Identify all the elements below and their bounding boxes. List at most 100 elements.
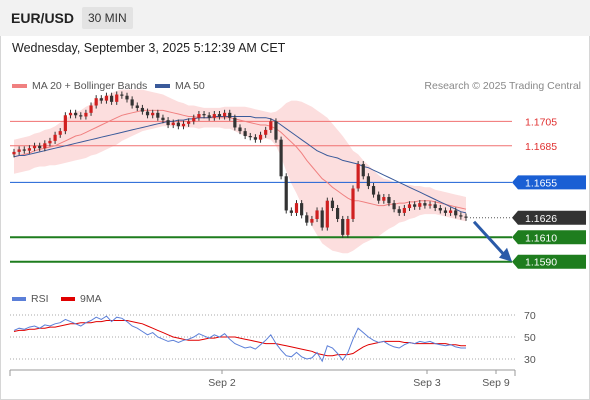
candle-body [125,95,129,100]
candle-body [243,131,247,137]
candle-body [27,148,32,151]
ma20-swatch [12,84,27,89]
candle-body [346,218,350,235]
candle-body [253,137,258,140]
rsi-swatch [12,297,26,302]
ma50-line [13,116,467,214]
x-tick-label: Sep 2 [208,377,236,389]
candle-body [130,99,134,106]
candle-body [366,176,371,187]
candle-body [428,204,432,206]
candle-body [418,203,422,207]
candle-body [109,95,114,102]
candle-body [356,164,360,189]
chart-header: EUR/USD 30 MIN [0,0,590,36]
candle-body [264,129,268,135]
bollinger-band [14,89,466,254]
candle-body [233,117,237,128]
legend-ma50: MA 50 [155,80,205,92]
candle-body [413,204,417,207]
candle-body [315,210,319,219]
candle-body [140,107,145,112]
ma50-label: MA 50 [175,80,205,92]
candle-body [74,112,78,116]
ma20-label: MA 20 + Bollinger Bands [32,80,148,92]
legend-ma20: MA 20 + Bollinger Bands [12,80,147,92]
rsi-tick-label: 30 [524,354,536,366]
candle-body [156,112,160,118]
candle-body [248,136,252,138]
candle-body [22,149,26,151]
candle-body [212,114,216,118]
candle-body [459,215,463,217]
9ma-label: 9MA [80,293,102,305]
legend-9ma: 9MA [61,293,102,305]
candle-body [371,186,376,195]
candle-body [382,197,386,201]
rsi-label: RSI [31,293,49,305]
candle-body [217,114,222,117]
candle-body [438,208,442,211]
candle-body [392,203,396,210]
candle-body [294,203,299,213]
candle-body [192,117,196,122]
candle-body [99,98,103,101]
rsi-line [13,315,466,363]
candle-body [104,95,109,101]
candle-body [341,218,345,235]
candle-body [284,176,288,211]
symbol-label: EUR/USD [11,10,75,26]
candle-body [120,94,124,96]
9ma-swatch [61,297,75,302]
candle-body [48,140,52,144]
candle-body [12,151,16,155]
candle-body [43,143,47,149]
timestamp: Wednesday, September 3, 2025 5:12:39 AM … [12,41,286,55]
candle-body [377,194,381,201]
forecast-arrow-shaft [472,220,506,256]
candle-body [335,208,340,219]
candle-body [300,203,304,216]
candle-body [330,200,335,209]
research-credit: Research © 2025 Trading Central [424,80,581,92]
candle-body [63,115,67,132]
candle-body [187,121,191,124]
timeframe-button[interactable]: 30 MIN [82,7,133,29]
candle-body [166,120,170,126]
candle-body [397,209,401,213]
candle-body [448,210,453,213]
candle-body [289,210,293,213]
level-badge [512,175,586,190]
candle-body [361,164,365,177]
level-badge [512,254,586,269]
ma20-line [13,109,467,210]
candle-body [387,197,391,204]
candle-body [145,111,150,116]
candle-body [407,204,412,209]
candle-body [454,210,458,216]
candle-body [402,208,406,213]
candle-body [181,123,186,127]
candle-body [258,134,263,140]
candle-body [423,203,427,206]
candle-body [351,188,355,219]
candle-body [94,98,98,106]
rsi-9ma-line [13,320,466,357]
candle-body [464,216,468,218]
candle-body [443,210,448,213]
candle-body [310,218,314,223]
rsi-tick-label: 70 [524,310,536,322]
legend-rsi: RSI [12,293,49,305]
candle-body [84,112,88,117]
x-tick-label: Sep 9 [482,377,510,389]
level-label: 1.1610 [525,232,557,244]
candle-body [176,122,180,127]
level-label: 1.1705 [525,116,557,128]
level-label: 1.1626 [525,213,557,225]
candle-body [222,112,227,117]
candle-body [207,115,211,118]
candle-body [68,112,73,116]
candle-body [32,145,37,149]
x-tick-label: Sep 3 [413,377,441,389]
